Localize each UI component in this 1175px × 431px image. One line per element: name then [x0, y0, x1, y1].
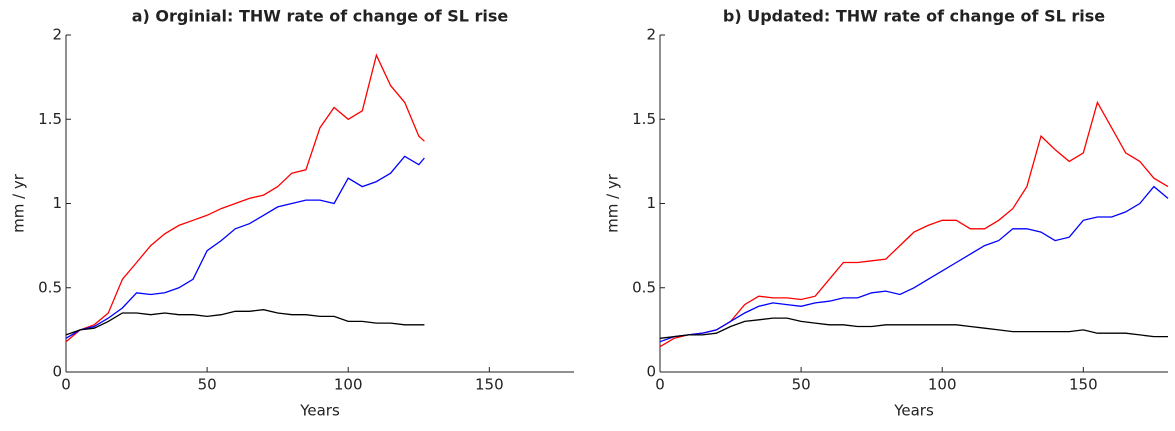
y-tick-label: 1.5	[38, 110, 62, 128]
y-tick-label: 0.5	[632, 278, 656, 296]
x-tick-label: 50	[792, 376, 811, 394]
x-tick-label: 100	[928, 376, 957, 394]
x-axis-label: Years	[299, 402, 340, 420]
x-tick-label: 100	[334, 376, 363, 394]
data-line	[659, 317, 1168, 339]
data-line	[65, 155, 425, 339]
y-tick-label: 1	[52, 194, 62, 212]
y-tick-label: 1.5	[632, 110, 656, 128]
y-tick-label: 0	[52, 363, 62, 381]
data-line	[659, 185, 1169, 343]
chart-title: a) Orginial: THW rate of change of SL ri…	[132, 7, 509, 26]
data-line	[65, 53, 425, 343]
y-tick-label: 2	[52, 26, 62, 44]
y-axis-label: mm / yr	[604, 173, 622, 233]
x-tick-label: 150	[475, 376, 504, 394]
x-tick-label: 50	[198, 376, 217, 394]
chart-title: b) Updated: THW rate of change of SL ris…	[723, 7, 1105, 26]
y-tick-label: 2	[646, 26, 656, 44]
y-tick-label: 0.5	[38, 278, 62, 296]
x-tick-label: 150	[1069, 376, 1098, 394]
data-line	[659, 100, 1169, 348]
x-tick-label: 0	[655, 376, 665, 394]
y-tick-label: 0	[646, 363, 656, 381]
y-axis-label: mm / yr	[10, 173, 28, 233]
data-line	[65, 309, 425, 336]
x-tick-label: 0	[61, 376, 71, 394]
x-axis-label: Years	[893, 402, 934, 420]
y-tick-label: 1	[646, 194, 656, 212]
